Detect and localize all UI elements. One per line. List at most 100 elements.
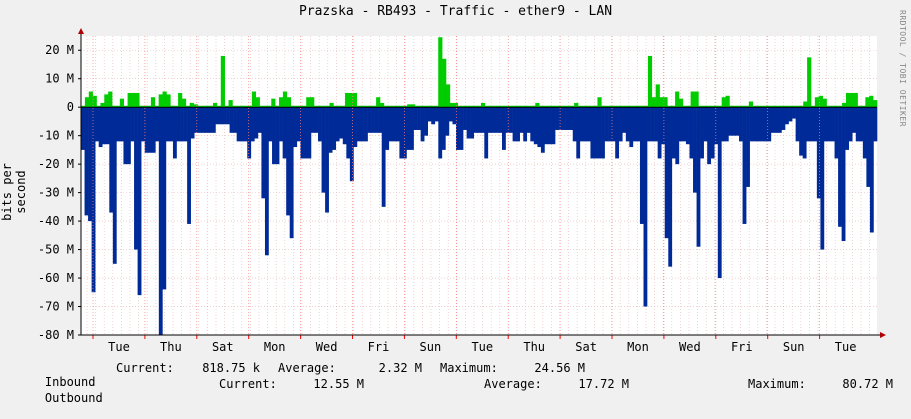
inbound-bar	[857, 105, 862, 108]
outbound-bar	[827, 107, 832, 142]
outbound-bar	[576, 107, 581, 159]
outbound-bar	[434, 107, 439, 122]
inbound-bar	[768, 105, 773, 108]
outbound-bar	[102, 107, 107, 145]
outbound-bar	[494, 107, 499, 133]
inbound-bar	[752, 105, 757, 108]
outbound-bar	[116, 107, 121, 142]
outbound-bar	[724, 107, 729, 142]
inbound-bar	[830, 105, 835, 108]
outbound-bar	[456, 107, 460, 150]
outbound-bar	[176, 107, 181, 142]
outbound-bar	[459, 107, 464, 150]
inbound-bar	[810, 105, 816, 108]
outbound-bar	[615, 107, 620, 159]
outbound-bar	[452, 107, 457, 125]
y-tick-label: -40 M	[38, 214, 74, 228]
outbound-bar	[109, 107, 114, 213]
outbound-bar	[806, 107, 811, 142]
outbound-bar	[169, 107, 174, 142]
outbound-bar	[378, 107, 383, 133]
outbound-bar	[105, 107, 110, 145]
inbound-bar	[457, 105, 462, 108]
y-tick-label: -20 M	[38, 157, 74, 171]
outbound-bar	[81, 107, 85, 150]
inbound-bar	[469, 105, 474, 108]
inbound-bar	[578, 105, 583, 108]
rrdtool-watermark: RRDTOOL / TOBI OETIKER	[898, 10, 907, 127]
inbound-bar	[702, 105, 707, 108]
inbound-bar	[609, 105, 614, 108]
y-tick-label: -80 M	[38, 328, 74, 342]
outbound-bar	[565, 107, 570, 130]
x-tick-label: Sat	[212, 340, 234, 354]
outbound-bar	[597, 107, 602, 159]
outbound-bar	[823, 107, 828, 142]
inbound-bar	[733, 105, 738, 108]
inbound-bar	[644, 105, 649, 108]
outbound-bar	[484, 107, 489, 159]
inbound-bar	[737, 105, 742, 108]
outbound-bar	[194, 107, 199, 133]
outbound-label: Outbound	[44, 391, 103, 405]
inbound-label: Inbound	[44, 375, 96, 389]
inbound-bar	[527, 105, 532, 108]
outbound-bar	[625, 107, 630, 142]
inbound-bar	[744, 105, 750, 108]
outbound-bar	[601, 107, 605, 159]
outbound-current-value: 12.55 M	[313, 377, 364, 391]
inbound-bar	[104, 94, 109, 108]
inbound-bar	[748, 101, 754, 108]
inbound-bar	[807, 57, 812, 108]
inbound-bar	[442, 58, 447, 108]
outbound-bar	[364, 107, 368, 142]
outbound-bar	[328, 107, 333, 153]
inbound-bar	[496, 105, 501, 108]
x-tick-label: Wed	[679, 340, 701, 354]
outbound-bar	[505, 107, 510, 133]
inbound-bar	[337, 105, 342, 108]
inbound-bar	[682, 105, 688, 108]
inbound-bar	[213, 102, 218, 108]
y-tick-label: -70 M	[38, 300, 74, 314]
inbound-bar	[445, 84, 451, 108]
inbound-bar	[352, 92, 357, 108]
outbound-bar	[346, 107, 351, 159]
x-tick-label: Tue	[471, 340, 493, 354]
inbound-average-value: 2.32 M	[378, 361, 422, 375]
outbound-bar	[809, 107, 814, 142]
outbound-bar	[636, 107, 641, 142]
outbound-bar	[226, 107, 230, 125]
inbound-bar	[403, 105, 408, 108]
inbound-bar	[209, 105, 214, 108]
outbound-bar	[165, 107, 170, 142]
inbound-bar	[271, 98, 276, 108]
inbound-bar	[698, 105, 703, 108]
outbound-bar	[841, 107, 846, 242]
inbound-bar	[376, 97, 381, 108]
inbound-bar	[678, 98, 684, 108]
outbound-bar	[420, 107, 425, 142]
outbound-bar	[533, 107, 538, 145]
inbound-bar	[554, 105, 559, 108]
y-tick-label: -30 M	[38, 186, 74, 200]
outbound-bar	[466, 107, 471, 139]
outbound-bar	[371, 107, 375, 133]
outbound-bar	[753, 107, 758, 142]
inbound-bar	[710, 105, 715, 108]
inbound-bar	[694, 91, 699, 108]
inbound-bar	[282, 91, 288, 108]
inbound-bar	[597, 97, 602, 108]
inbound-bar	[519, 105, 524, 108]
inbound-bar	[873, 100, 878, 108]
outbound-bar	[211, 107, 216, 133]
inbound-bar	[387, 105, 392, 108]
outbound-bar	[385, 107, 390, 150]
inbound-bar	[589, 105, 594, 108]
x-tick-label: Tue	[835, 340, 857, 354]
inbound-bar	[760, 105, 765, 108]
outbound-bar	[417, 107, 421, 130]
outbound-bar	[785, 107, 789, 125]
inbound-bar	[756, 105, 761, 108]
outbound-bar	[318, 107, 322, 142]
